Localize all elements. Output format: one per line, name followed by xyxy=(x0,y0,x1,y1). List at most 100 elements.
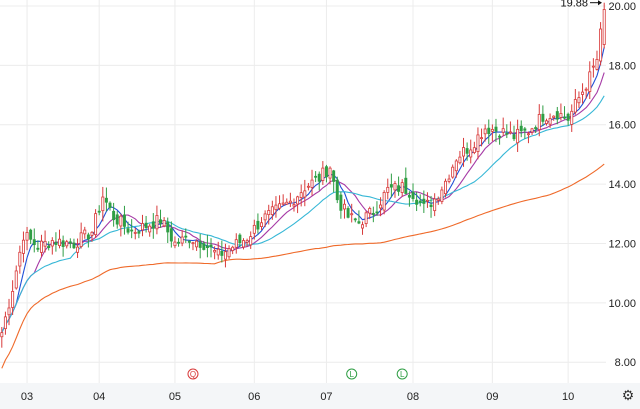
candle-body xyxy=(54,242,58,245)
candle-body xyxy=(94,213,98,236)
candle-body xyxy=(375,211,379,214)
candle-body xyxy=(573,99,577,113)
candle-body xyxy=(0,332,4,338)
candle-body xyxy=(148,225,152,233)
candle-body xyxy=(270,206,274,215)
candle-body xyxy=(339,194,343,211)
y-tick-label: 10.00 xyxy=(608,298,636,310)
candle-body xyxy=(422,198,426,204)
candle-body xyxy=(443,180,447,195)
candle-body xyxy=(65,241,69,247)
candle-body xyxy=(519,125,523,132)
candle-body xyxy=(72,242,76,249)
candle-body xyxy=(545,120,548,124)
last-price-label: 19.88 xyxy=(560,0,588,10)
candle-body xyxy=(133,231,137,234)
candle-body xyxy=(508,131,512,134)
event-marker[interactable] xyxy=(346,368,358,380)
candle-body xyxy=(584,88,588,91)
candle-body xyxy=(252,224,256,234)
candle-body xyxy=(563,116,567,119)
candle-body xyxy=(220,250,224,256)
candle-body xyxy=(238,234,242,244)
candle-body xyxy=(231,246,235,251)
candle-body xyxy=(198,241,202,248)
candle-body xyxy=(7,307,11,316)
candle-body xyxy=(299,192,303,198)
candle-body xyxy=(397,185,401,192)
candle-body xyxy=(458,156,462,164)
candle-body xyxy=(526,133,530,136)
candle-body xyxy=(14,270,18,289)
event-marker[interactable] xyxy=(187,368,199,380)
candle-body xyxy=(425,199,429,202)
candle-body xyxy=(68,241,72,244)
candle-body xyxy=(263,213,267,221)
candle-body xyxy=(184,235,188,238)
moving-average-line xyxy=(1,95,605,333)
candle-body xyxy=(476,134,480,152)
candle-body xyxy=(602,9,606,45)
y-tick-label: 12.00 xyxy=(608,238,636,250)
candle-body xyxy=(25,232,29,241)
candle-body xyxy=(43,240,47,247)
candle-body xyxy=(350,213,354,216)
candle-body xyxy=(274,204,278,211)
candle-body xyxy=(494,126,498,132)
candle-body xyxy=(433,198,437,212)
candle-body xyxy=(29,229,33,240)
candlestick-layer xyxy=(0,2,606,348)
candle-body xyxy=(3,316,7,330)
last-price-arrowhead xyxy=(598,0,602,6)
event-marker-label: L xyxy=(349,370,354,379)
candle-body xyxy=(555,111,559,120)
candle-body xyxy=(173,241,177,247)
x-tick-label: 06 xyxy=(248,391,260,403)
candle-body xyxy=(303,190,307,198)
candle-body xyxy=(227,248,231,258)
moving-average-layer xyxy=(1,47,605,369)
candle-body xyxy=(112,210,116,221)
candle-body xyxy=(371,212,375,215)
candle-body xyxy=(306,185,310,188)
candle-body xyxy=(523,128,527,131)
x-tick-label: 08 xyxy=(407,391,419,403)
candle-body xyxy=(288,200,292,204)
candle-body xyxy=(599,28,603,62)
gear-icon[interactable]: ⚙ xyxy=(621,386,635,403)
candle-body xyxy=(465,148,469,154)
x-tick-label: 09 xyxy=(486,391,498,403)
candle-body xyxy=(256,220,260,230)
candle-body xyxy=(195,240,199,248)
candle-body xyxy=(115,214,119,225)
candle-body xyxy=(40,240,43,253)
candle-body xyxy=(90,231,94,236)
x-tick-label: 03 xyxy=(21,391,33,403)
x-tick-label: 10 xyxy=(562,391,574,403)
candle-body xyxy=(310,179,314,188)
event-marker[interactable] xyxy=(396,368,408,380)
candle-body xyxy=(97,210,101,213)
candle-body xyxy=(407,194,411,198)
candle-body xyxy=(490,129,494,132)
event-marker-label: L xyxy=(400,370,405,379)
candle-body xyxy=(245,240,249,243)
candle-body xyxy=(541,113,545,122)
candle-body xyxy=(588,71,592,92)
candle-body xyxy=(18,251,22,267)
candle-body xyxy=(58,238,62,247)
candle-body xyxy=(202,243,206,250)
x-tick-label: 05 xyxy=(169,391,181,403)
candle-body xyxy=(393,183,397,191)
candle-body xyxy=(451,166,455,178)
moving-average-line xyxy=(1,47,605,333)
candle-body xyxy=(223,251,227,260)
candle-body xyxy=(314,175,318,178)
candle-body xyxy=(552,115,556,118)
candle-body xyxy=(292,204,296,207)
candle-body xyxy=(501,128,505,133)
candle-body xyxy=(400,182,404,193)
candle-body xyxy=(234,239,238,248)
candle-body xyxy=(472,147,476,153)
